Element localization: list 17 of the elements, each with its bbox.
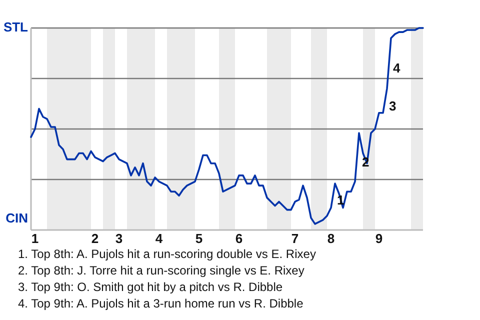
x-tick-label: 6: [235, 231, 243, 246]
annotation: 3: [389, 98, 396, 114]
x-tick-label: 5: [195, 231, 203, 246]
x-tick-label: 8: [327, 231, 335, 246]
x-tick-label: 9: [375, 231, 383, 246]
text: CIN: [6, 210, 28, 226]
text: 2. Top 8th: J. Torre hit a run-scoring single vs E. Rixey: [18, 264, 304, 278]
x-tick-label: 2: [91, 231, 99, 246]
x-tick-label: 1: [31, 231, 39, 246]
x-tick-label: 4: [155, 231, 164, 246]
x-tick-label: 3: [115, 231, 123, 246]
x-tick-label: 7: [291, 231, 299, 246]
text: 1. Top 8th: A. Pujols hit a run-scoring double vs E. Rixey: [18, 247, 316, 261]
text: 3. Top 9th: O. Smith got hit by a pitch vs R. Dibble: [18, 280, 283, 294]
text: 4. Top 9th: A. Pujols hit a 3-run home run vs R. Dibble: [18, 296, 304, 310]
ref-line-label: STL: [3, 19, 28, 34]
annotation: 4: [393, 60, 401, 76]
